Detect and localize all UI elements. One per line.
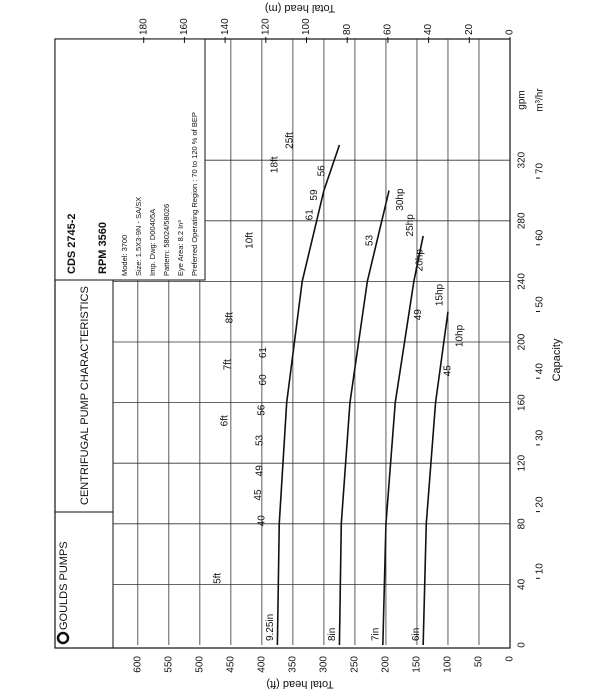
- annotation: 61: [304, 209, 315, 221]
- rpm: RPM 3560: [97, 222, 109, 274]
- x2-tick-label: 70: [535, 163, 546, 175]
- x-tick-label: 200: [517, 333, 528, 350]
- y-tick-label: 500: [194, 656, 205, 673]
- chart-title: CENTRIFUGAL PUMP CHARACTERISTICS: [79, 286, 91, 505]
- x-unit: gpm: [517, 90, 528, 109]
- pump-curve: [382, 235, 424, 646]
- annotation: 53: [255, 434, 266, 446]
- curve-label: 8in: [327, 628, 338, 641]
- pump-curve: [422, 311, 449, 646]
- logo: [56, 631, 70, 645]
- y2-tick-label: 140: [220, 18, 231, 35]
- info-box: [54, 38, 206, 281]
- annotation: 30hp: [395, 188, 406, 211]
- x-tick-label: 0: [517, 642, 528, 648]
- x2-tick-label: 10: [535, 563, 546, 575]
- annotation: 45: [443, 365, 454, 377]
- info-line: Preferred Operating Region : 70 to 120 %…: [190, 112, 199, 276]
- y-tick-label: 350: [288, 656, 299, 673]
- x2-tick-label: 30: [535, 429, 546, 441]
- annotation: 45: [253, 489, 264, 501]
- annotation: 8ft: [224, 312, 235, 323]
- y2-tick-label: 0: [505, 29, 516, 35]
- x-tick-label: 160: [517, 394, 528, 411]
- y-tick-label: 450: [226, 656, 237, 673]
- y2-tick-label: 40: [423, 23, 434, 35]
- annotation: 10ft: [245, 232, 256, 249]
- annotation: 59: [309, 189, 320, 201]
- curve-label: 9.25in: [265, 614, 276, 641]
- x-tick-label: 80: [517, 518, 528, 530]
- pump-curve: [338, 190, 390, 646]
- y-tick-label: 250: [350, 656, 361, 673]
- y2-tick-label: 20: [464, 23, 475, 35]
- annotation: 6ft: [219, 415, 230, 426]
- info-line: Size: 1.5X3-9N - SA/SX: [134, 197, 143, 276]
- frame: [54, 38, 511, 649]
- annotation: 60: [258, 374, 269, 386]
- y2-tick-label: 80: [342, 23, 353, 35]
- annotation: 10hp: [454, 324, 465, 347]
- model-code: CDS 2745-2: [66, 213, 78, 274]
- curve-label: 6in: [411, 628, 422, 641]
- curve-label: 7in: [370, 628, 381, 641]
- annotation: 61: [258, 347, 269, 359]
- y-tick-label: 400: [257, 656, 268, 673]
- annotation: 18ft: [270, 156, 281, 173]
- rotated-chart: GOULDS PUMPS CENTRIFUGAL PUMP CHARACTERI…: [54, 2, 563, 690]
- x-tick-label: 320: [517, 151, 528, 168]
- annotation: 56: [257, 404, 268, 416]
- x-tick-label: 120: [517, 454, 528, 471]
- x2-tick-label: 40: [535, 363, 546, 375]
- y2-tick-label: 120: [260, 18, 271, 35]
- annotation: 5ft: [212, 573, 223, 584]
- y2-tick-label: 180: [138, 18, 149, 35]
- y-tick-label: 550: [163, 656, 174, 673]
- info-line: Imp. Dwg: D00405A: [148, 209, 157, 276]
- annotation: 53: [364, 234, 375, 246]
- x2-tick-label: 60: [535, 229, 546, 241]
- y2-tick-label: 60: [383, 23, 394, 35]
- annotation: 25hp: [405, 214, 416, 237]
- y-tick-label: 150: [412, 656, 423, 673]
- y2-tick-label: 160: [179, 18, 190, 35]
- annotation: 7ft: [222, 359, 233, 370]
- x-tick-label: 40: [517, 578, 528, 590]
- x2-unit: m³/hr: [535, 88, 546, 112]
- y-tick-label: 100: [443, 656, 454, 673]
- y-tick-label: 200: [381, 656, 392, 673]
- x2-tick-label: 20: [535, 496, 546, 508]
- info-line: Model: 3700: [120, 235, 129, 276]
- info-line: Pattern: 58024/58026: [162, 204, 171, 276]
- y-tick-label: 50: [474, 656, 485, 668]
- annotation: 25ft: [284, 132, 295, 149]
- annotation: 20hp: [415, 249, 426, 272]
- y-tick-label: 0: [505, 656, 516, 662]
- y2-tick-label: 100: [301, 18, 312, 35]
- y2-axis-title: Total head (m): [265, 2, 335, 14]
- annotation: 56: [317, 165, 328, 177]
- brand: GOULDS PUMPS: [58, 541, 70, 630]
- y-axis-title: Total head (ft): [266, 678, 333, 690]
- x-axis-title: Capacity: [551, 338, 563, 381]
- x-tick-label: 240: [517, 273, 528, 290]
- annotation: 49: [255, 465, 266, 477]
- annotation: 40: [257, 515, 268, 527]
- pump-curve: [276, 144, 341, 646]
- x2-tick-label: 50: [535, 296, 546, 308]
- y-tick-label: 600: [132, 656, 143, 673]
- x-tick-label: 280: [517, 212, 528, 229]
- y-tick-label: 300: [319, 656, 330, 673]
- info-line: Eye Area: 8.2 In³: [176, 220, 185, 276]
- annotation: 49: [413, 309, 424, 321]
- annotation: 15hp: [435, 283, 446, 306]
